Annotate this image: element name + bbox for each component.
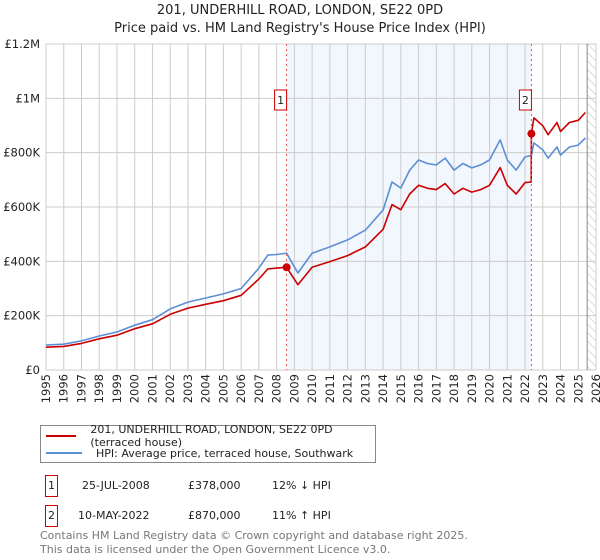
x-tick-label: 2021 (500, 374, 514, 403)
x-tick-label: 2019 (465, 374, 479, 403)
x-tick-label: 1997 (74, 374, 88, 403)
x-tick-label: 2022 (518, 374, 532, 403)
sale-label-text: 1 (277, 94, 284, 107)
sale-number-badge: 2 (45, 505, 58, 527)
x-tick-label: 2010 (305, 374, 319, 403)
y-tick-label: £0 (25, 363, 40, 377)
x-tick-label: 2020 (483, 374, 497, 403)
x-tick-label: 2026 (589, 374, 600, 403)
sale-label-box (518, 89, 532, 111)
x-tick-label: 2018 (447, 374, 461, 403)
y-tick-label: £200K (3, 309, 40, 323)
sale-price: £378,000 (188, 479, 241, 492)
x-tick-label: 2008 (270, 374, 284, 403)
x-tick-label: 2004 (199, 374, 213, 403)
x-tick-label: 1999 (110, 374, 124, 403)
x-tick-label: 2002 (163, 374, 177, 403)
x-tick-label: 2012 (341, 374, 355, 403)
x-tick-label: 2011 (323, 374, 337, 403)
legend-swatch-red (46, 435, 77, 437)
x-tick-label: 2016 (412, 374, 426, 403)
x-tick-label: 2001 (145, 374, 159, 403)
x-tick-label: 1995 (39, 374, 53, 403)
sale-number-badge: 1 (45, 475, 58, 497)
legend-item-property: 201, UNDERHILL ROAD, LONDON, SE22 0PD (t… (41, 423, 375, 449)
x-tick-label: 1998 (92, 374, 106, 403)
x-tick-label: 2003 (181, 374, 195, 403)
footer-licence: This data is licensed under the Open Gov… (40, 543, 391, 556)
y-tick-label: £1.2M (4, 37, 40, 51)
x-tick-label: 2015 (394, 374, 408, 403)
chart-subtitle: Price paid vs. HM Land Registry's House … (114, 21, 486, 36)
x-tick-label: 2007 (252, 374, 266, 403)
x-tick-label: 2000 (128, 374, 142, 403)
sale-label-text: 2 (522, 94, 529, 107)
y-tick-label: £600K (3, 200, 40, 214)
y-tick-label: £800K (3, 146, 40, 160)
legend-swatch-blue (46, 452, 82, 454)
x-tick-label: 2017 (429, 374, 443, 403)
sale-point (527, 129, 536, 138)
sale-date: 25-JUL-2008 (82, 479, 150, 492)
sale-date: 10-MAY-2022 (78, 509, 150, 522)
sale-row: 1 25-JUL-2008 £378,000 12% ↓ HPI (40, 475, 600, 497)
x-tick-label: 2025 (571, 374, 585, 403)
sale-label-box (274, 89, 288, 111)
legend-item-hpi: HPI: Average price, terraced house, Sout… (41, 445, 353, 461)
x-tick-label: 2005 (216, 374, 230, 403)
sale-point (282, 263, 291, 272)
sale-hpi-diff: 12% ↓ HPI (272, 479, 331, 492)
x-tick-label: 2023 (536, 374, 550, 403)
x-tick-label: 2024 (554, 374, 568, 403)
legend-label: 201, UNDERHILL ROAD, LONDON, SE22 0PD (t… (90, 423, 333, 449)
x-tick-label: 2009 (287, 374, 301, 403)
y-tick-label: £1M (15, 91, 40, 105)
x-tick-label: 2013 (358, 374, 372, 403)
sale-price: £870,000 (188, 509, 241, 522)
footer-copyright: Contains HM Land Registry data © Crown c… (40, 529, 468, 542)
x-tick-label: 2014 (376, 374, 390, 403)
sale-row: 2 10-MAY-2022 £870,000 11% ↑ HPI (40, 505, 600, 527)
chart-title: 201, UNDERHILL ROAD, LONDON, SE22 0PD (156, 3, 444, 18)
x-tick-label: 1996 (57, 374, 71, 403)
legend-label: HPI: Average price, terraced house, Sout… (96, 446, 354, 460)
x-tick-label: 2006 (234, 374, 248, 403)
y-tick-label: £400K (3, 254, 40, 268)
sale-hpi-diff: 11% ↑ HPI (272, 509, 331, 522)
hpi-line (45, 137, 586, 346)
chart-legend: 201, UNDERHILL ROAD, LONDON, SE22 0PD (t… (40, 423, 376, 463)
